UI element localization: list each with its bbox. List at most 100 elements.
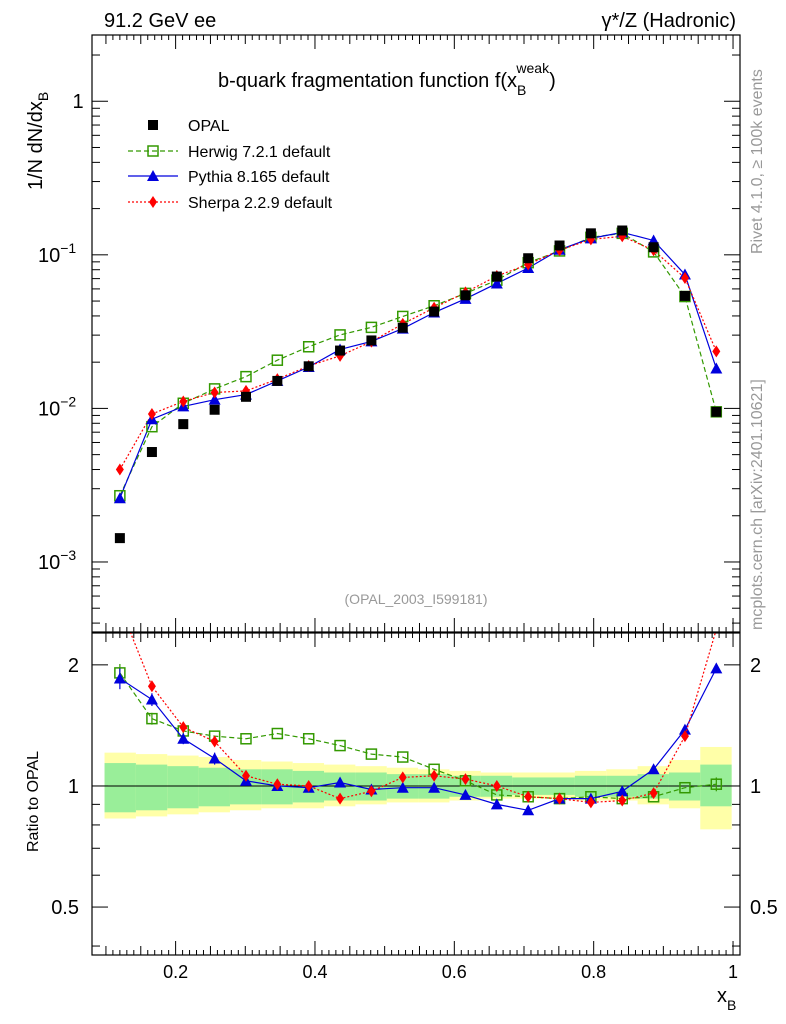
- legend-label-sherpa: Sherpa 2.2.9 default: [188, 195, 333, 212]
- ratio-point: [146, 712, 158, 725]
- ratio-point: [618, 794, 627, 807]
- data-point: [179, 395, 188, 408]
- ratio-point: [240, 733, 252, 745]
- data-point: [679, 290, 690, 301]
- series-line: [119, 232, 717, 496]
- ratio-point: [147, 680, 156, 693]
- legend-label-pythia: Pythia 8.165 default: [188, 169, 330, 186]
- data-point: [490, 277, 503, 289]
- legend-marker: [147, 170, 159, 181]
- data-point: [711, 406, 722, 417]
- ratio-point: [490, 798, 503, 810]
- data-point: [365, 321, 378, 334]
- ratio-point: [273, 778, 282, 791]
- rivet-version-label: Rivet 4.1.0, ≥ 100k events: [749, 69, 766, 254]
- ratio-frame: [91, 632, 741, 956]
- data-point: [272, 375, 283, 386]
- ratio-point: [678, 723, 691, 735]
- ratio-tick-label-left: 1: [68, 776, 79, 798]
- ratio-point: [555, 792, 564, 805]
- ratio-point: [177, 732, 190, 744]
- data-point: [335, 345, 346, 356]
- ratio-point: [430, 769, 439, 782]
- data-point: [523, 253, 534, 264]
- main-panel-series: [113, 225, 723, 544]
- data-point: [115, 463, 124, 476]
- data-point: [303, 361, 314, 372]
- main-frame: [91, 34, 741, 633]
- ratio-point: [522, 804, 535, 816]
- data-point: [397, 322, 408, 333]
- ratio-point: [210, 735, 219, 748]
- legend-label-herwig: Herwig 7.2.1 default: [188, 144, 331, 161]
- ratio-point: [334, 739, 346, 752]
- ratio-axis-label: Ratio to OPAL: [25, 751, 42, 852]
- ratio-point: [334, 776, 347, 788]
- x-axis-label: xB: [717, 985, 736, 1013]
- ratio-point: [145, 693, 158, 705]
- data-point: [617, 225, 628, 236]
- ratio-tick-label-left: 2: [68, 655, 79, 677]
- axes: 0.2 0.4 0.6 0.8 1 1 10−1 10−2 10−3 0.5 0.5 1 1 2 2: [38, 34, 778, 982]
- ratio-point: [398, 771, 407, 784]
- mcplots-label: mcplots.cern.ch [arXiv:2401.10621]: [749, 379, 766, 630]
- y-tick-label: 1: [72, 91, 83, 113]
- series-line: [119, 231, 717, 499]
- ratio-tick-label-right: 1: [750, 776, 761, 798]
- beam-label: 91.2 GeV ee: [104, 10, 216, 32]
- ratio-point: [179, 721, 188, 734]
- data-point: [710, 362, 723, 374]
- ratio-point: [367, 785, 376, 798]
- ratio-point: [428, 781, 441, 793]
- ratio-point: [396, 781, 409, 793]
- ratio-point: [586, 796, 595, 809]
- data-point: [210, 386, 219, 399]
- data-point: [429, 306, 440, 317]
- data-point: [366, 335, 377, 346]
- x-tick-label: 1: [728, 962, 738, 982]
- ratio-point: [679, 781, 691, 794]
- ratio-series-clip: [113, 633, 723, 816]
- data-point: [491, 271, 502, 282]
- data-point: [178, 419, 189, 430]
- legend-marker: [148, 120, 158, 130]
- ratio-line: [129, 633, 716, 804]
- legend-marker: [149, 196, 157, 208]
- ratio-point: [616, 785, 629, 797]
- data-point: [585, 228, 596, 239]
- data-point: [147, 407, 156, 420]
- data-point: [146, 447, 157, 458]
- x-tick-label: 0.6: [442, 962, 467, 982]
- y-tick-label: 10−2: [38, 393, 76, 420]
- ratio-panel-series: [113, 633, 723, 816]
- ratio-tick-label-left: 0.5: [51, 897, 79, 919]
- data-point: [302, 341, 315, 353]
- data-point: [114, 533, 125, 544]
- process-label: γ*/Z (Hadronic): [602, 10, 736, 32]
- data-point: [554, 240, 565, 251]
- ratio-point: [365, 748, 378, 760]
- legend-label-opal: OPAL: [188, 118, 230, 135]
- ratio-point: [208, 752, 221, 764]
- ratio-point: [710, 662, 723, 674]
- band-inner: [167, 766, 199, 809]
- analysis-id: (OPAL_2003_I599181): [345, 591, 488, 607]
- legend-marker: [147, 145, 159, 157]
- ratio-point: [336, 792, 345, 805]
- data-point: [209, 404, 220, 415]
- ratio-point: [710, 778, 723, 790]
- ratio-point: [459, 788, 472, 800]
- y-tick-label: 10−1: [38, 240, 76, 267]
- ratio-point: [304, 779, 313, 792]
- data-point: [460, 290, 471, 301]
- ratio-line: [119, 672, 717, 800]
- data-point: [712, 345, 721, 358]
- band-inner: [668, 772, 701, 801]
- y-tick-label: 10−3: [38, 547, 76, 574]
- chart-title: b-quark fragmentation function f(xBweak): [218, 60, 556, 98]
- x-tick-label: 0.8: [581, 962, 606, 982]
- ratio-point: [461, 773, 470, 786]
- ratio-point: [302, 733, 315, 745]
- y-axis-label: 1/N dN/dxB: [25, 92, 51, 190]
